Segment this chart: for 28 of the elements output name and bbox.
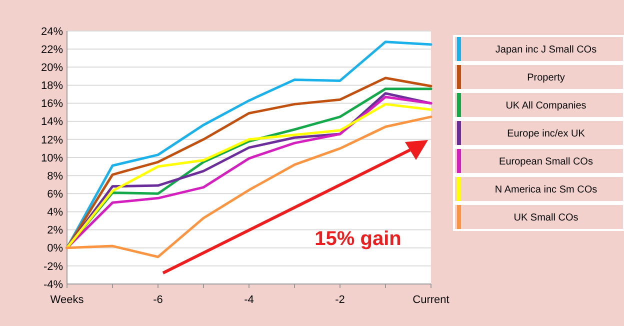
text: Europe inc/ex UK (507, 128, 586, 140)
annotation: 15% gain (314, 228, 402, 250)
y-tick-label: 6% (47, 188, 64, 200)
y-tick-label: 14% (40, 116, 64, 128)
y-tick-label: 10% (40, 152, 64, 164)
text: European Small COs (499, 156, 593, 168)
y-tick-label: 2% (47, 224, 64, 237)
text: Japan inc J Small COs (495, 44, 597, 56)
x-tick-label: Weeks (50, 294, 84, 306)
x-tick-label: -6 (153, 294, 163, 306)
y-tick-label: 12% (40, 134, 64, 146)
x-tick-label: -2 (335, 294, 345, 306)
y-tick-label: 20% (40, 62, 64, 74)
y-tick-label: 8% (47, 170, 64, 182)
y-tick-label: 16% (40, 98, 64, 110)
text: N America inc Sm COs (494, 184, 598, 196)
y-tick-label: 4% (47, 206, 64, 219)
y-tick-label: 18% (40, 80, 64, 92)
text: Property (527, 72, 565, 84)
x-tick-label: Current (412, 294, 450, 306)
text: UK Small COs (514, 212, 578, 224)
text: UK All Companies (506, 100, 586, 112)
y-tick-label: 0% (47, 242, 64, 255)
y-tick-label: -4% (43, 278, 64, 291)
y-tick-label: -2% (43, 260, 64, 273)
y-tick-label: 24% (40, 26, 64, 38)
y-tick-label: 22% (40, 44, 64, 56)
x-tick-label: -4 (244, 294, 254, 306)
